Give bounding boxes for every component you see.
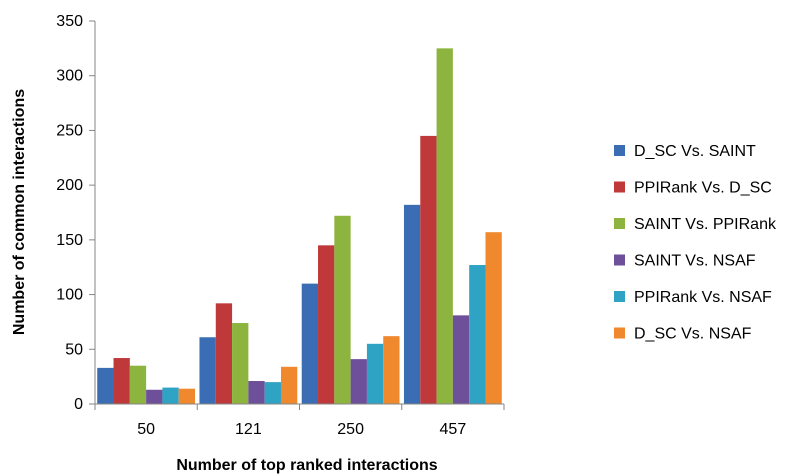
bar	[232, 323, 249, 404]
bar	[318, 245, 335, 404]
y-tick-label: 100	[56, 287, 83, 304]
x-tick-label: 250	[337, 421, 364, 438]
x-axis-title: Number of top ranked interactions	[176, 457, 437, 474]
bar	[97, 367, 114, 404]
bar	[420, 135, 437, 404]
legend-label: PPIRank Vs. NSAF	[634, 289, 772, 306]
legend-label: D_SC Vs. NSAF	[634, 326, 752, 343]
legend-swatch	[614, 327, 625, 339]
bar	[469, 265, 486, 404]
bar	[178, 388, 196, 404]
x-tick-label: 50	[137, 421, 155, 438]
bar	[199, 337, 216, 404]
bar	[334, 215, 351, 404]
y-axis-ticks: 0 50 100 150 200 250 300 350	[56, 13, 95, 413]
bar	[485, 232, 502, 404]
bar	[301, 283, 319, 404]
y-tick-label: 50	[65, 341, 83, 358]
legend-label: SAINT Vs. PPIRank	[634, 216, 777, 233]
x-tick-label: 457	[440, 421, 467, 438]
y-tick-label: 300	[56, 68, 83, 85]
legend-label: SAINT Vs. NSAF	[634, 253, 756, 270]
legend-swatch	[614, 181, 625, 193]
legend-label: PPIRank Vs. D_SC	[634, 180, 772, 197]
bar	[113, 358, 130, 404]
bar	[129, 365, 147, 404]
legend-swatch	[614, 145, 625, 156]
x-tick-label: 121	[235, 421, 262, 438]
bar	[146, 389, 163, 404]
x-axis-ticks: 50 121 250 457	[94, 404, 505, 438]
y-tick-label: 250	[56, 122, 83, 139]
bar	[452, 315, 470, 404]
y-axis-title: Number of common interactions	[11, 89, 28, 335]
legend-swatch	[614, 218, 625, 229]
bar	[350, 359, 367, 404]
legend-label: D_SC Vs. SAINT	[634, 143, 756, 160]
bar	[264, 382, 281, 404]
bar	[162, 387, 179, 404]
y-tick-label: 150	[56, 232, 83, 249]
bar	[383, 336, 400, 404]
legend: D_SC Vs. SAINT PPIRank Vs. D_SC SAINT Vs. …	[614, 143, 777, 343]
legend-swatch	[614, 291, 625, 302]
bar	[215, 303, 233, 404]
bar-marks	[97, 48, 502, 404]
bar	[248, 381, 265, 404]
y-tick-label: 200	[56, 177, 83, 194]
bar	[403, 204, 421, 404]
y-tick-label: 0	[74, 396, 83, 413]
y-tick-label: 350	[56, 13, 83, 30]
bar	[280, 366, 298, 404]
bar	[436, 48, 453, 404]
legend-swatch	[614, 254, 625, 266]
bar	[366, 343, 384, 404]
